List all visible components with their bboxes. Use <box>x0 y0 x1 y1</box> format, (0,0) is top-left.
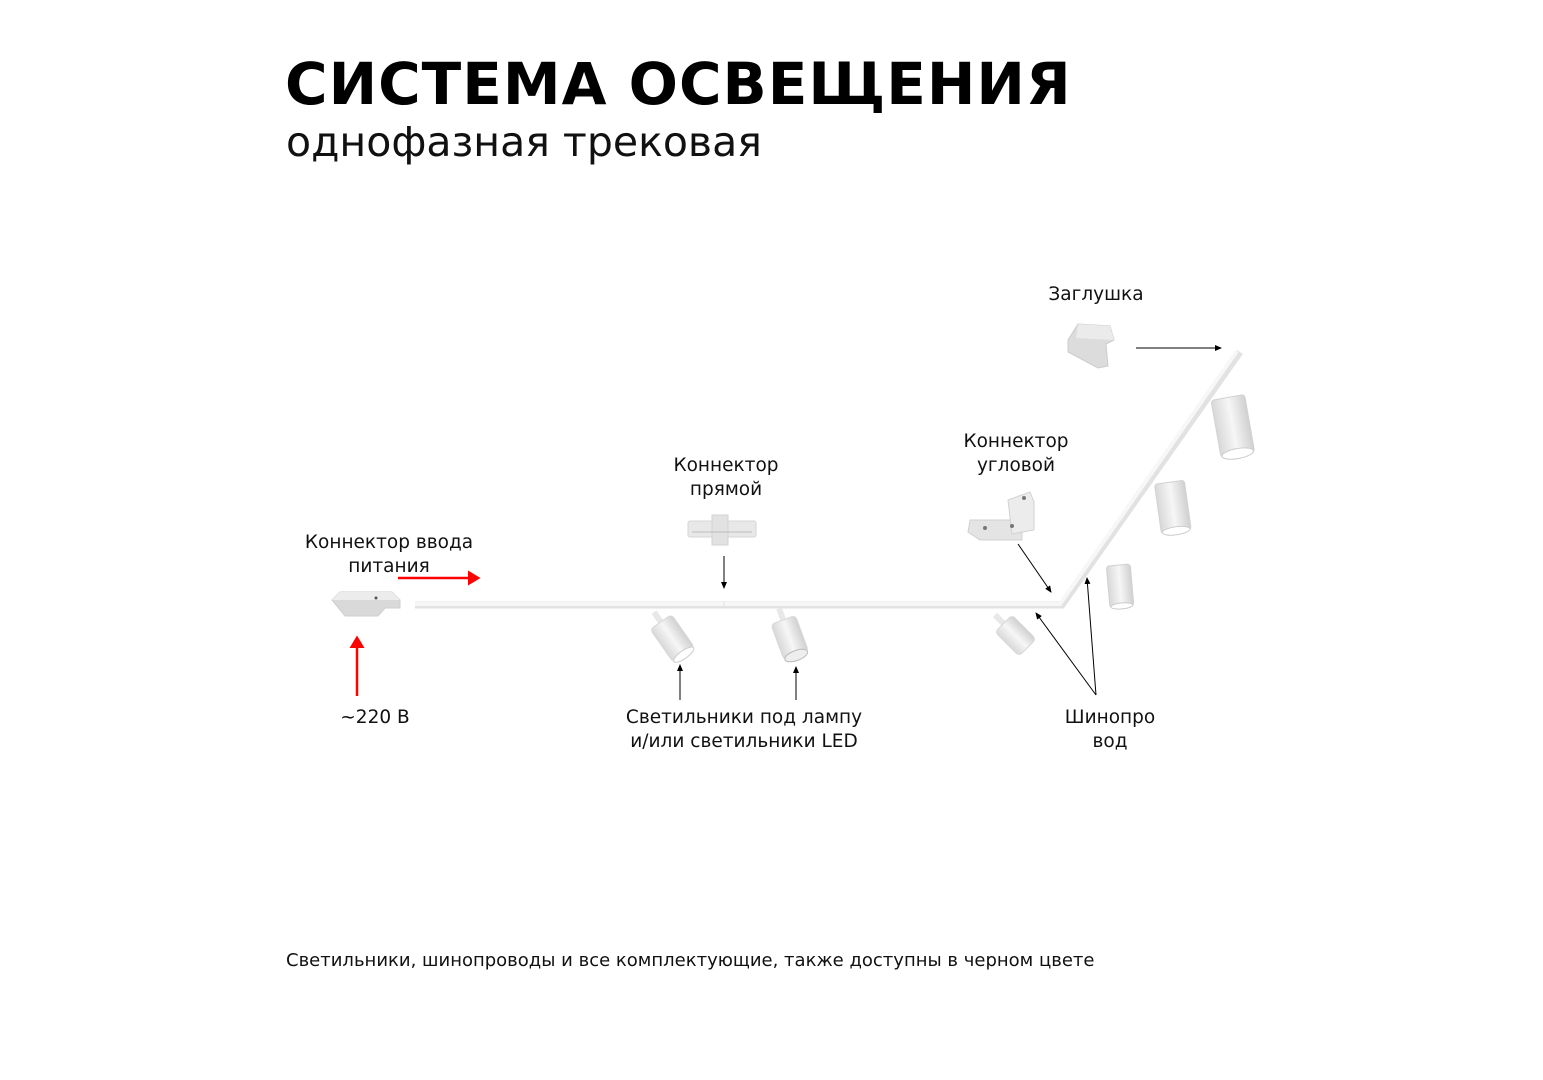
busbar-track <box>415 349 1243 609</box>
corner-connector-arrow <box>1017 543 1052 593</box>
end-cap-image <box>1067 323 1115 369</box>
power-input-connector-image <box>331 591 401 617</box>
track-lamp <box>992 612 1035 655</box>
straight-connector-label: Коннектор прямой <box>656 454 796 502</box>
corner-connector-image <box>967 491 1035 541</box>
label-line: Коннектор <box>963 431 1069 452</box>
label-line: Коннектор ввода <box>304 532 474 553</box>
end-cap-label: Заглушка <box>1048 284 1144 305</box>
track-lamp <box>1211 394 1255 460</box>
corner-connector-label: Коннектор угловой <box>946 430 1086 478</box>
straight-connector-image <box>687 514 757 546</box>
footer-note: Светильники, шинопроводы и все комплекту… <box>286 950 1095 971</box>
busbar-arrow <box>1035 612 1097 696</box>
label-line: Коннектор <box>673 455 779 476</box>
label-line: прямой <box>689 479 763 500</box>
label-line: Светильники под лампу <box>625 707 863 728</box>
track-lamp <box>1154 480 1192 536</box>
busbar-label: Шинопро вод <box>1050 706 1170 754</box>
luminaires-label: Светильники под лампу и/или светильники … <box>604 706 884 754</box>
power-connector-label: Коннектор ввода питания <box>299 531 479 579</box>
track-lamp <box>771 607 809 663</box>
busbar-arrow <box>1084 577 1097 696</box>
track-lamp <box>1106 563 1135 610</box>
label-line: вод <box>1092 731 1128 752</box>
label-line: и/или светильники LED <box>630 731 858 752</box>
label-line: угловой <box>976 455 1056 476</box>
page-subtitle: однофазная трековая <box>286 118 762 166</box>
voltage-label: ~220 В <box>340 707 410 728</box>
label-line: питания <box>348 556 430 577</box>
track-lamp <box>651 610 695 663</box>
page-title: СИСТЕМА ОСВЕЩЕНИЯ <box>285 50 1072 118</box>
label-line: Шинопро <box>1064 707 1156 728</box>
